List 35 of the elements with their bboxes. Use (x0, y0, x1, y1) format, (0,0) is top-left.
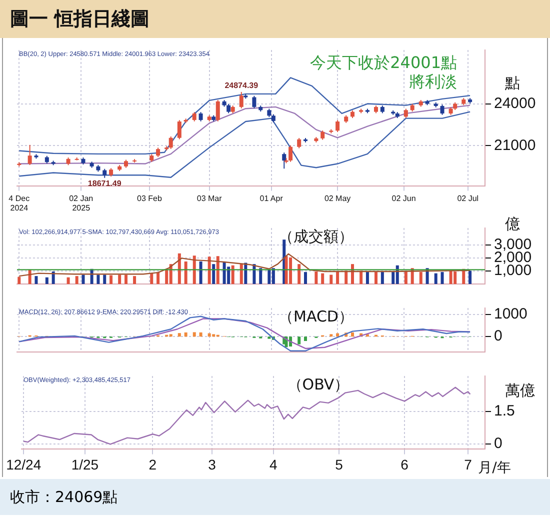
y-tick-label: 1.5 (494, 402, 515, 420)
x-tick-label: 3 (208, 456, 216, 472)
x-tick-label: 4 Dec 2024 (8, 194, 30, 212)
x-tick-label: 1/25 (71, 456, 99, 472)
annotation: 將利淡 (409, 72, 457, 92)
x-tick-label: 02 May (324, 194, 351, 203)
x-tick-label: 5 (335, 456, 344, 472)
y-tick-label: 0 (494, 434, 502, 452)
annotation: 24874.39 (224, 81, 259, 90)
x-tick-label: 01 Apr (260, 194, 284, 203)
x-tick-label: 2 (148, 456, 157, 472)
x-tick-label: 7 (464, 456, 472, 472)
y-tick-label: 21000 (494, 136, 536, 154)
x-tick-label: 02 Jul (457, 194, 479, 203)
annotation: （成交額） (278, 227, 354, 246)
annotation: 今天下收於24001點 (310, 53, 457, 72)
text: 收市：24069點 (0, 479, 550, 515)
x-tick-label: 12/24 (6, 456, 42, 472)
x-tick-label: 03 Mar (196, 194, 222, 203)
annotation: （MACD） (278, 307, 354, 326)
x-tick-label: 02 Jan 2025 (69, 194, 94, 212)
x-tick-label: 6 (400, 456, 409, 472)
y-tick-label: 1000 (494, 306, 528, 323)
y-axis-title: 億 (505, 214, 520, 233)
y-axis-title: 萬億 (505, 381, 535, 400)
y-tick-label: 0 (494, 328, 502, 345)
x-tick-label: 4 (269, 456, 278, 472)
x-axis-title: 月/年 (478, 460, 511, 476)
annotation: 18671.49 (88, 179, 122, 188)
x-tick-label: 03 Feb (137, 194, 162, 203)
annotation: （OBV） (287, 375, 350, 394)
x-tick-label: 02 Jun (392, 194, 416, 203)
chart-title: 圖一 恒指日綫圖 (0, 0, 550, 38)
y-tick-label: 24000 (494, 95, 536, 112)
y-axis-title: 點 (504, 74, 520, 92)
